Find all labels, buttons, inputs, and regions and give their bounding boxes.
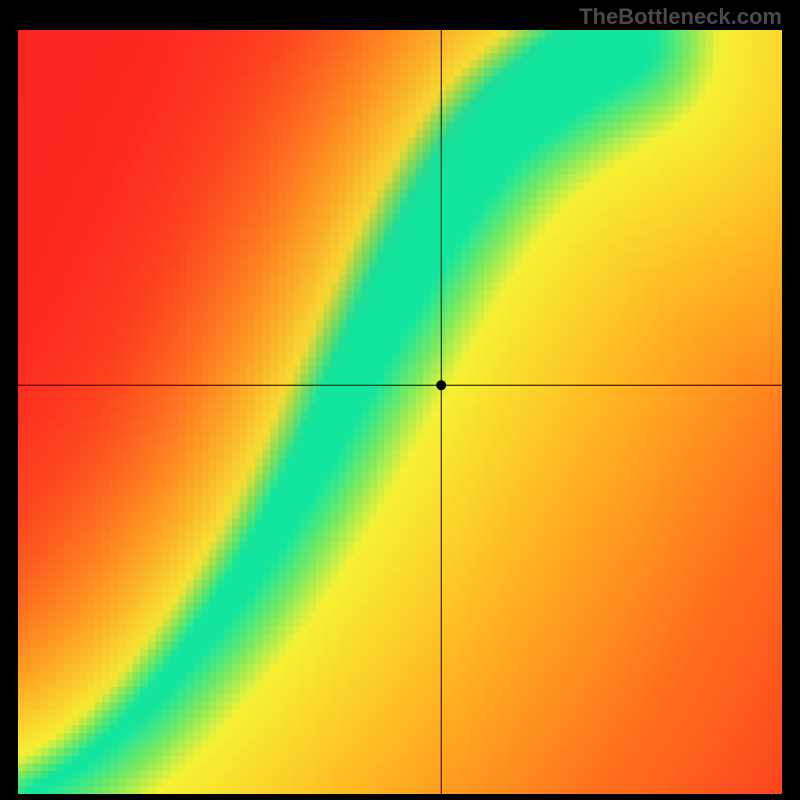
bottleneck-heatmap bbox=[18, 30, 782, 794]
watermark-text: TheBottleneck.com bbox=[579, 4, 782, 30]
chart-container: { "watermark": { "text": "TheBottleneck.… bbox=[0, 0, 800, 800]
